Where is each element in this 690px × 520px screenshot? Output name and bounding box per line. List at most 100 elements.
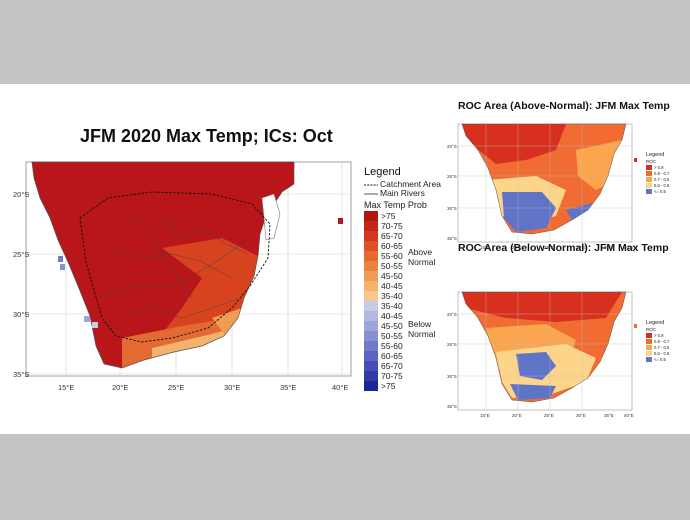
legend-swatch: [364, 321, 378, 331]
main-lon-label: 15°E: [58, 383, 74, 392]
legend-bin-label: 60-65: [381, 351, 403, 361]
legend-swatch: [364, 341, 378, 351]
roc-below-lat-label: 20°S: [447, 312, 457, 317]
legend-bin-label: 50-55: [381, 261, 403, 271]
legend-bin-label: 70-75: [381, 221, 403, 231]
roc-legend-label: > 0.9: [654, 332, 664, 338]
legend-line-samples: [364, 184, 378, 195]
roc-above-lon-label: 40°E: [624, 245, 634, 250]
roc-above-lat-label: 25°S: [447, 174, 457, 179]
legend-bin-label: 45-50: [381, 321, 403, 331]
legend-bin-label: 65-70: [381, 231, 403, 241]
legend-above-group: Above Normal: [408, 247, 436, 267]
main-map-title: JFM 2020 Max Temp; ICs: Oct: [80, 126, 333, 146]
roc-below-lon-label: 30°E: [576, 413, 586, 418]
roc-below-map: 20°S 25°S 30°S 35°S 15°E 20°E 25°E 30°E …: [447, 291, 637, 418]
legend-swatch: [364, 211, 378, 221]
roc-above-title: ROC Area (Above-Normal): JFM Max Temp: [458, 100, 670, 112]
legend-swatch: [364, 291, 378, 301]
legend-prob-title: Max Temp Prob: [364, 200, 427, 210]
roc-legend-swatch: [646, 165, 652, 170]
legend-bin-label: 35-40: [381, 301, 403, 311]
legend-bin-label: 40-45: [381, 311, 403, 321]
roc-legend-label: 0.6 - 0.5: [654, 350, 670, 356]
roc-above-lon-label: 25°E: [544, 245, 554, 250]
legend-bin-label: 40-45: [381, 281, 403, 291]
roc-legend-swatch: [646, 339, 652, 344]
roc-below-title: ROC Area (Below-Normal): JFM Max Temp: [458, 242, 669, 254]
roc-legend-label: <= 0.5: [654, 356, 666, 362]
main-lat-label: 20°S: [13, 190, 29, 199]
legend-swatch: [364, 221, 378, 231]
roc-legend-label: 0.8 - 0.7: [654, 338, 670, 344]
main-lat-label: 25°S: [13, 250, 29, 259]
legend-swatch: [364, 371, 378, 381]
legend-bin-label: 55-60: [381, 251, 403, 261]
legend-bin-label: 45-50: [381, 271, 403, 281]
roc-below-lon-label: 40°E: [624, 413, 634, 418]
legend-bin-label: 35-40: [381, 291, 403, 301]
roc-above-lat-label: 30°S: [447, 206, 457, 211]
legend-swatch: [364, 331, 378, 341]
roc-legend-swatch: [646, 171, 652, 176]
roc-legend-title: Legend: [646, 320, 665, 326]
legend-bin-label: 50-55: [381, 331, 403, 341]
roc-below-lat-label: 35°S: [447, 404, 457, 409]
roc-below-lon-label: 20°E: [512, 413, 522, 418]
legend-bin-label: 70-75: [381, 371, 403, 381]
main-lon-label: 30°E: [224, 383, 240, 392]
roc-above-lat-label: 20°S: [447, 144, 457, 149]
roc-below-lon-label: 25°E: [544, 413, 554, 418]
legend-bin-label: 55-60: [381, 341, 403, 351]
roc-above-map: 20°S 25°S 30°S 35°S 15°E 20°E 25°E 30°E …: [447, 123, 637, 250]
main-lon-label: 25°E: [168, 383, 184, 392]
roc-below-lon-label: 15°E: [480, 413, 490, 418]
roc-legend-swatch: [646, 177, 652, 182]
legend-bin-label: 65-70: [381, 361, 403, 371]
legend-swatch: [364, 311, 378, 321]
legend-bin-label: >75: [381, 211, 396, 221]
roc-legend-swatch: [646, 189, 652, 194]
legend-swatch: [364, 351, 378, 361]
main-lon-label: 40°E: [332, 383, 348, 392]
roc-legend-swatch: [646, 357, 652, 362]
legend-catchment-label: Catchment Area: [380, 179, 441, 189]
roc-above-lat-label: 35°S: [447, 236, 457, 241]
roc-legend-swatch: [646, 183, 652, 188]
roc-legend-title: Legend: [646, 152, 665, 158]
legend-swatch: [364, 361, 378, 371]
roc-below-lat-label: 30°S: [447, 374, 457, 379]
legend-bin-label: 60-65: [381, 241, 403, 251]
slide-canvas: JFM 2020 Max Temp; ICs: Oct ROC Area (Ab…: [0, 84, 690, 434]
roc-legend-swatch: [646, 345, 652, 350]
main-lat-label: 30°S: [13, 310, 29, 319]
legend-swatch: [364, 281, 378, 291]
legend-swatch: [364, 251, 378, 261]
roc-legend-label: 0.6 - 0.5: [654, 182, 670, 188]
roc-legend-swatch: [646, 333, 652, 338]
roc-legend-subtitle: ROC: [646, 327, 656, 332]
roc-below-lat-label: 25°S: [447, 342, 457, 347]
legend-below-group: Below Normal: [408, 319, 436, 339]
legend-swatch: [364, 231, 378, 241]
roc-legend-subtitle: ROC: [646, 159, 656, 164]
roc-above-lon-label: 20°E: [512, 245, 522, 250]
legend-swatch: [364, 241, 378, 251]
legend-swatch: [364, 261, 378, 271]
legend-bin-label: >75: [381, 381, 396, 391]
roc-legend-label: 0.7 - 0.6: [654, 176, 670, 182]
main-lat-label: 35°S: [13, 370, 29, 379]
roc-legend-label: > 0.9: [654, 164, 664, 170]
legend-swatch: [364, 271, 378, 281]
roc-below-lon-label: 35°E: [604, 413, 614, 418]
main-lon-label: 20°E: [112, 383, 128, 392]
roc-legend-label: 0.7 - 0.6: [654, 344, 670, 350]
legend-title: Legend: [364, 166, 401, 178]
roc-above-lon-label: 35°E: [604, 245, 614, 250]
legend-swatch: [364, 301, 378, 311]
legend-rivers-label: Main Rivers: [380, 188, 425, 198]
roc-above-lon-label: 15°E: [480, 245, 490, 250]
main-lon-label: 35°E: [280, 383, 296, 392]
roc-legend-label: <= 0.5: [654, 188, 666, 194]
legend-swatch: [364, 381, 378, 391]
